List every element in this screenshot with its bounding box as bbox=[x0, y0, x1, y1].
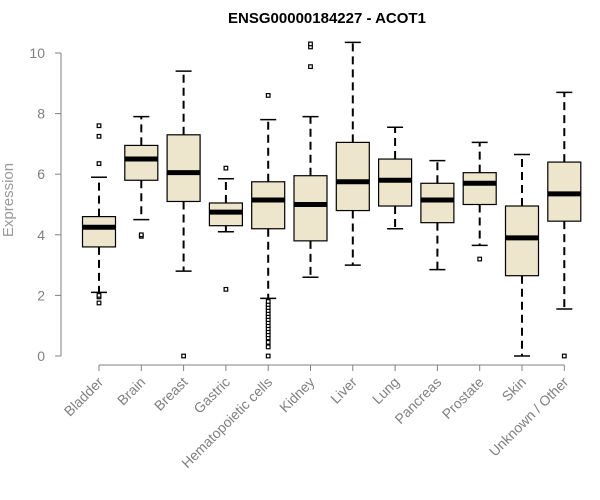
outlier-point bbox=[96, 161, 102, 166]
box-kidney bbox=[293, 41, 328, 278]
outlier-point bbox=[96, 123, 102, 129]
box-unknown-other bbox=[547, 91, 582, 359]
x-tick-label: Prostate bbox=[439, 374, 487, 422]
x-tick-label: Brain bbox=[114, 374, 148, 408]
y-tick-label: 8 bbox=[37, 106, 45, 122]
x-tick-label: Kidney bbox=[276, 374, 318, 416]
x-tick-label: Pancreas bbox=[391, 374, 444, 427]
box-breast bbox=[166, 70, 201, 359]
y-tick-label: 2 bbox=[37, 287, 45, 303]
outlier-point bbox=[223, 165, 229, 171]
y-tick-label: 0 bbox=[37, 348, 45, 364]
box-prostate bbox=[462, 141, 497, 262]
box-pancreas bbox=[420, 159, 455, 271]
x-tick-label: Skin bbox=[499, 374, 530, 405]
outlier-point bbox=[265, 339, 271, 345]
outlier-point bbox=[96, 293, 102, 298]
x-tick-label: Breast bbox=[151, 374, 191, 414]
y-tick-label: 10 bbox=[29, 45, 45, 61]
chart-title: ENSG00000184227 - ACOT1 bbox=[228, 10, 426, 27]
box-lung bbox=[378, 126, 413, 230]
iqr-box bbox=[335, 141, 370, 212]
y-axis: 0 2 4 6 8 10 bbox=[29, 45, 62, 364]
x-tick-label: Lung bbox=[369, 374, 402, 407]
iqr-box bbox=[420, 182, 455, 224]
box-series bbox=[81, 41, 582, 359]
box-brain bbox=[124, 115, 159, 239]
x-tick-label: Liver bbox=[327, 374, 360, 407]
iqr-box bbox=[81, 216, 117, 248]
box-hematopoietic-cells bbox=[251, 93, 286, 359]
outlier-point bbox=[561, 353, 567, 359]
outlier-point bbox=[138, 232, 144, 238]
outlier-point bbox=[265, 299, 271, 304]
iqr-box bbox=[504, 205, 540, 277]
outlier-point bbox=[265, 93, 271, 98]
y-tick-label: 4 bbox=[37, 227, 45, 243]
iqr-box bbox=[293, 175, 328, 242]
y-tick-label: 6 bbox=[37, 166, 45, 182]
box-skin bbox=[504, 153, 540, 357]
outlier-point bbox=[96, 300, 102, 306]
outlier-point bbox=[181, 353, 187, 359]
box-gastric bbox=[208, 165, 243, 292]
box-liver bbox=[335, 41, 370, 266]
iqr-box bbox=[251, 181, 286, 230]
outlier-point bbox=[477, 256, 483, 262]
x-tick-label: Bladder bbox=[61, 374, 107, 420]
outlier-point bbox=[223, 286, 229, 292]
iqr-box bbox=[462, 172, 497, 206]
iqr-box bbox=[124, 144, 159, 181]
outlier-point bbox=[96, 133, 102, 139]
y-axis-label: Expression bbox=[0, 163, 17, 237]
outlier-point bbox=[308, 41, 313, 47]
box-bladder bbox=[81, 123, 117, 306]
x-tick-label: Unknown / Other bbox=[486, 374, 572, 460]
outlier-point bbox=[308, 64, 313, 70]
iqr-box bbox=[166, 134, 201, 203]
outlier-point bbox=[265, 344, 271, 350]
outlier-point bbox=[265, 353, 271, 359]
